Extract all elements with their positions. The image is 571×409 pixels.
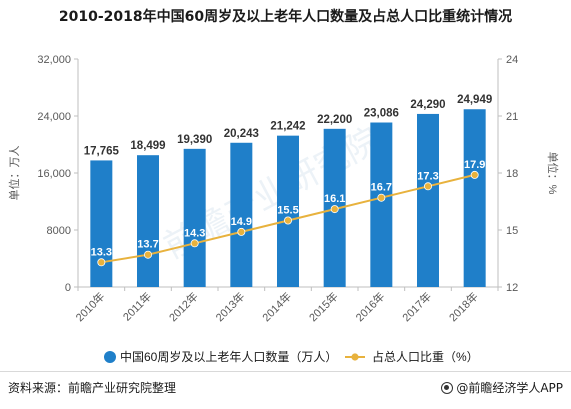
- bar-value-label: 20,243: [224, 128, 259, 140]
- line-point: [423, 182, 432, 191]
- line-value-label: 14.3: [184, 227, 205, 239]
- bar: [417, 113, 439, 287]
- line-point: [330, 205, 339, 214]
- x-tick-label: 2015年: [306, 289, 341, 324]
- legend-line-label: 占总人口比重（%）: [372, 349, 479, 364]
- line-value-label: 13.3: [91, 246, 112, 258]
- line-point: [283, 216, 292, 225]
- bar-value-label: 24,290: [410, 99, 445, 111]
- x-tick-label: 2011年: [120, 289, 154, 323]
- y-left-tick-label: 8000: [47, 225, 71, 237]
- line-value-label: 16.1: [324, 193, 345, 205]
- brand-credit: @前瞻经济学人APP: [441, 379, 563, 396]
- y-left-tick-label: 24,000: [37, 111, 71, 123]
- line-point: [237, 227, 246, 236]
- bar-value-label: 23,086: [364, 108, 399, 120]
- y-right-tick-label: 24: [506, 54, 518, 66]
- bar: [230, 142, 253, 287]
- bar-value-label: 21,242: [270, 121, 305, 133]
- bar-value-label: 17,765: [84, 145, 120, 157]
- y-right-tick-label: 18: [506, 168, 518, 180]
- line-point: [377, 193, 386, 202]
- y-left-axis-title: 单位：万人: [7, 146, 21, 201]
- footer-divider: [0, 371, 571, 372]
- legend-line-point: [351, 353, 359, 361]
- x-tick-label: 2017年: [399, 289, 434, 324]
- y-right-tick-label: 21: [506, 111, 518, 123]
- x-tick-label: 2018年: [446, 289, 481, 324]
- line-value-label: 13.7: [137, 239, 158, 251]
- bar-value-label: 19,390: [177, 134, 212, 146]
- chart-title: 2010-2018年中国60周岁及以上老年人口数量及占总人口比重统计情况: [58, 9, 513, 25]
- y-right-tick-label: 12: [506, 282, 518, 294]
- y-left-tick-label: 0: [65, 282, 71, 294]
- x-tick-label: 2010年: [72, 289, 107, 324]
- legend-bar-marker: [104, 351, 116, 363]
- brand-logo-icon: [441, 381, 454, 394]
- y-right-axis-title: 单位：%: [546, 152, 560, 195]
- line-value-label: 17.3: [417, 170, 438, 182]
- y-left-tick-label: 32,000: [37, 54, 71, 66]
- line-value-label: 16.7: [371, 182, 392, 194]
- bar: [90, 160, 113, 287]
- bar-value-label: 22,200: [317, 114, 352, 126]
- x-tick-label: 2014年: [259, 289, 294, 324]
- brand-credit-text: @前瞻经济学人APP: [456, 381, 563, 395]
- x-tick-label: 2013年: [212, 289, 247, 324]
- line-value-label: 17.9: [464, 159, 485, 171]
- x-tick-label: 2012年: [166, 289, 201, 324]
- bar-value-label: 24,949: [457, 94, 492, 106]
- bar: [277, 135, 299, 287]
- legend-bar-label: 中国60周岁及以上老年人口数量（万人）: [120, 349, 337, 364]
- bar: [183, 148, 206, 287]
- bar: [370, 122, 393, 287]
- line-point: [143, 250, 152, 259]
- line-value-label: 14.9: [231, 216, 252, 228]
- line-point: [190, 239, 199, 248]
- line-point: [470, 170, 479, 179]
- line-point: [97, 258, 106, 267]
- bar-value-label: 18,499: [130, 140, 165, 152]
- line-value-label: 15.5: [277, 205, 298, 217]
- y-left-tick-label: 16,000: [37, 168, 71, 180]
- source-note: 资料来源：前瞻产业研究院整理: [8, 381, 177, 395]
- bar: [137, 155, 159, 287]
- x-tick-label: 2016年: [352, 289, 387, 324]
- bar: [463, 109, 486, 287]
- y-right-tick-label: 15: [506, 225, 518, 237]
